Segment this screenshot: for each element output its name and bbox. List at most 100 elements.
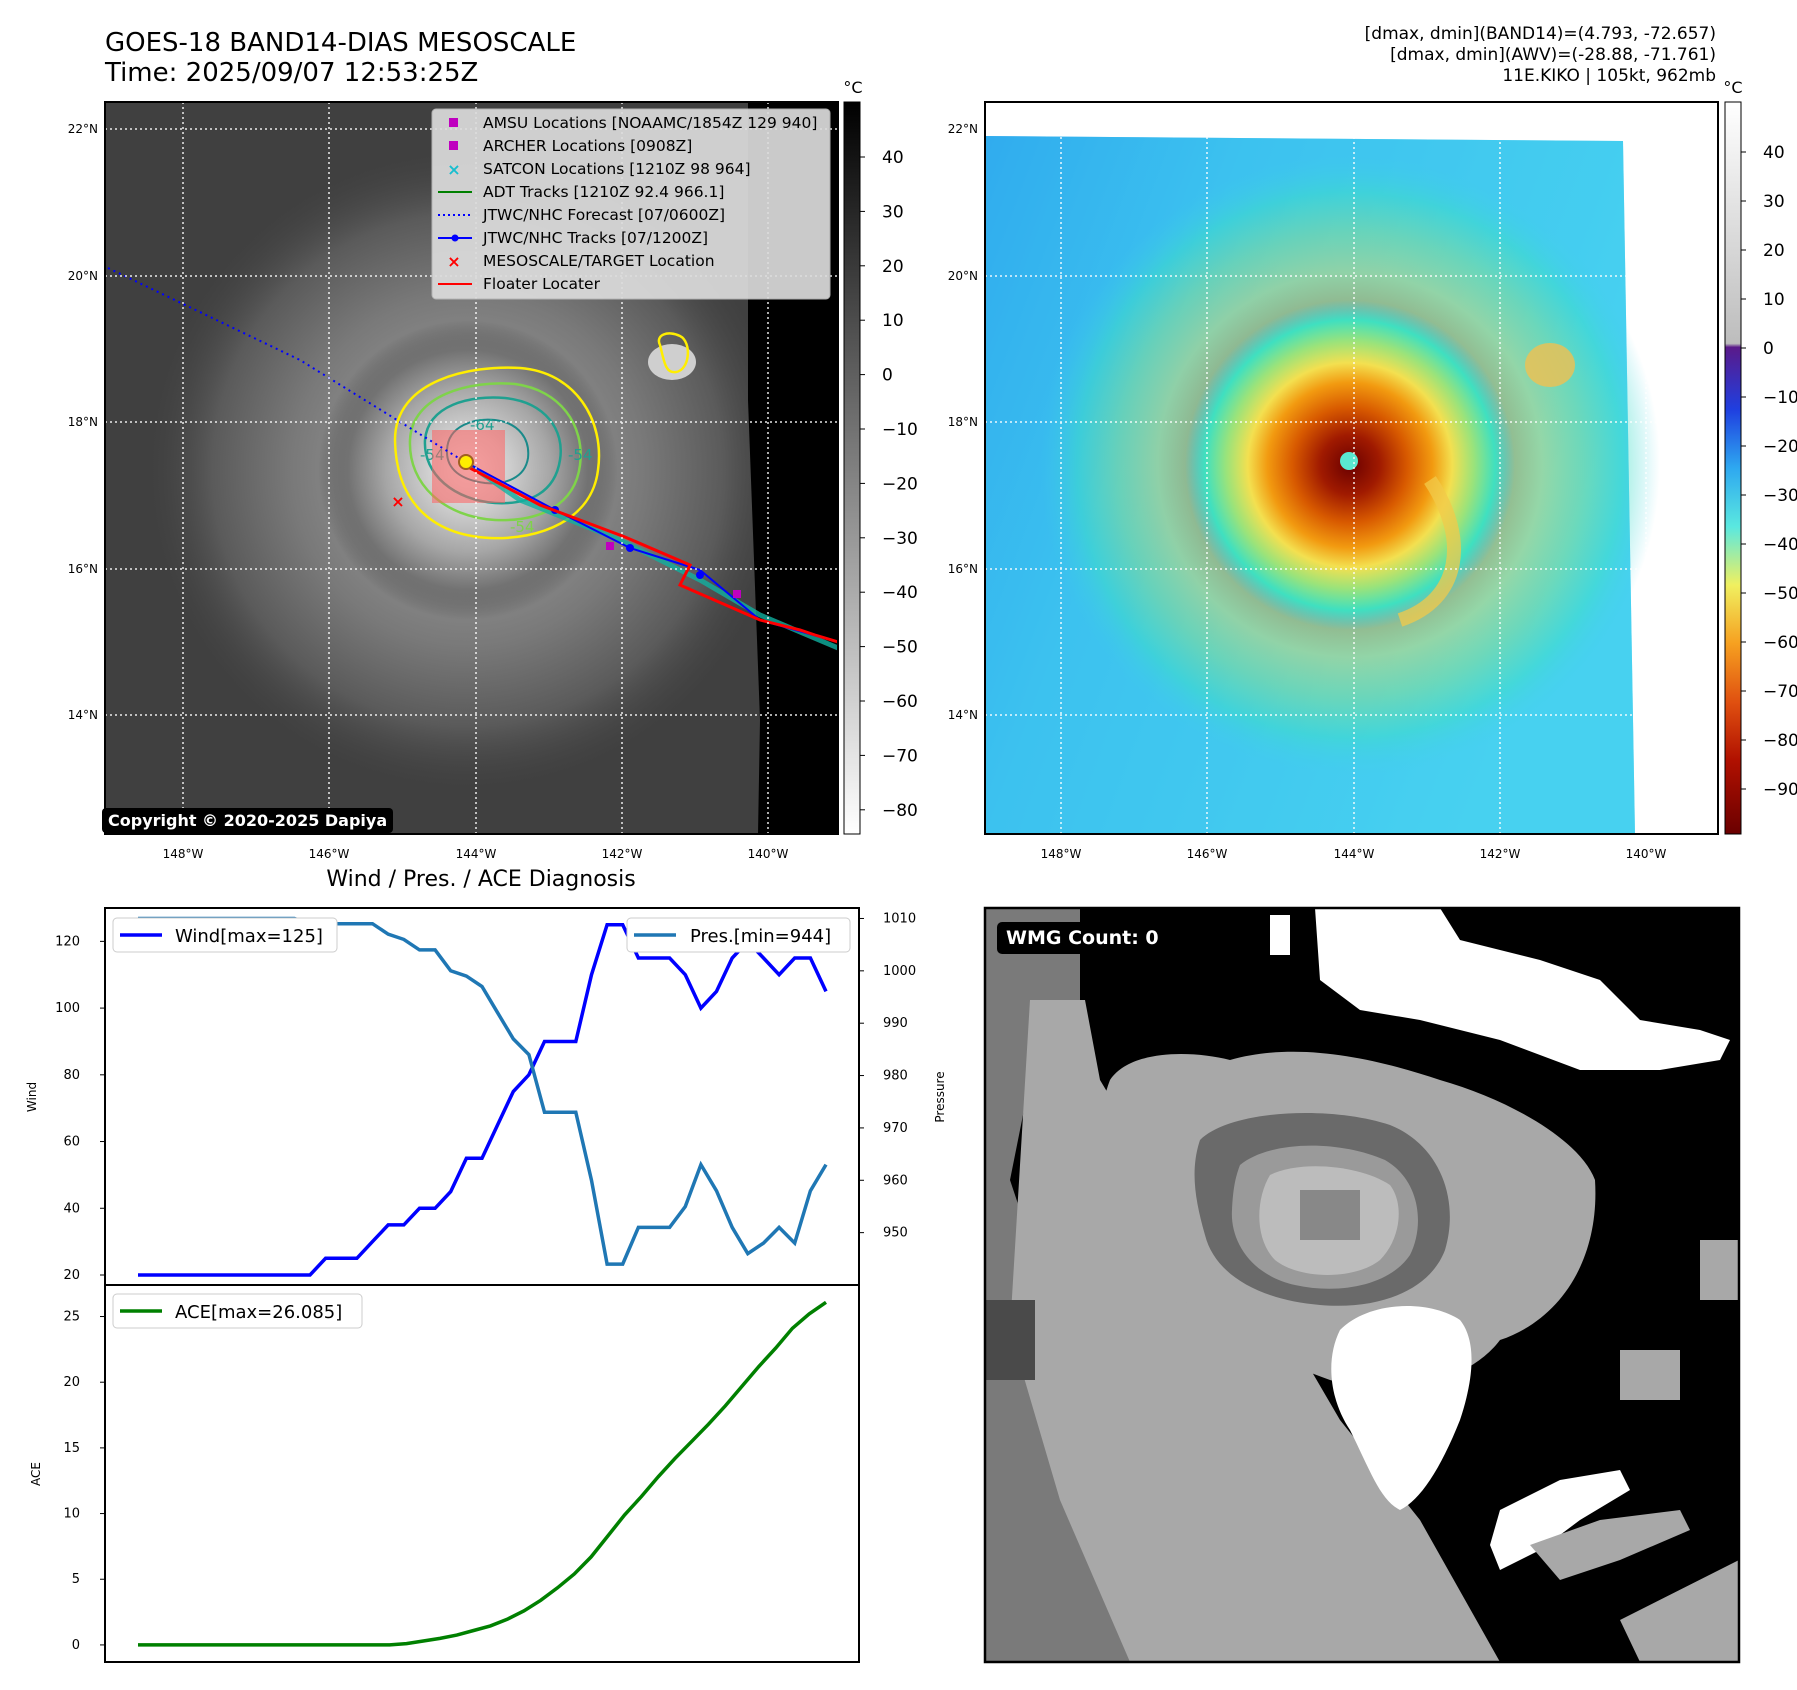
archer-marker: [733, 590, 741, 598]
lat-label: 22°N: [948, 122, 978, 136]
legend-entry: × MESOSCALE/TARGET Location: [447, 252, 714, 271]
ace-tick-label: 20: [63, 1375, 80, 1390]
lon-label: 140°W: [1626, 847, 1667, 861]
wv-eye: [1340, 452, 1358, 470]
pressure-legend-label: Pres.[min=944]: [690, 926, 831, 947]
jtwc-track-point: [626, 544, 634, 552]
wind-tick-label: 60: [63, 1135, 80, 1150]
legend-label: ARCHER Locations [0908Z]: [483, 137, 692, 155]
diagnosis-title: Wind / Pres. / ACE Diagnosis: [326, 867, 635, 892]
colorbar-tick-label: 0: [882, 366, 893, 386]
pressure-legend: Pres.[min=944]: [626, 917, 851, 953]
adt-track: [463, 459, 838, 651]
ace-tick-label: 0: [72, 1638, 80, 1653]
legend-square-marker: [449, 118, 458, 127]
pressure-tick-label: 990: [883, 1016, 908, 1031]
legend-entry: ADT Tracks [1210Z 92.4 966.1]: [438, 183, 724, 201]
info-awv: [dmax, dmin](AWV)=(-28.88, -71.761): [1390, 45, 1716, 65]
wind-tick-label: 80: [63, 1068, 80, 1083]
colorbar-tick-label: 10: [1763, 290, 1785, 310]
colorbar-tick-label: −10: [882, 420, 918, 440]
wind-tick-label: 40: [63, 1201, 80, 1216]
ir-colorbar-unit: °C: [843, 78, 862, 97]
colorbar-tick-label: −20: [1763, 437, 1797, 457]
legend-x-marker: ×: [447, 252, 460, 271]
colorbar-tick-label: −30: [882, 529, 918, 549]
colorbar-tick-label: 0: [1763, 339, 1774, 359]
colorbar-tick-label: −60: [1763, 633, 1797, 653]
legend-label: JTWC/NHC Forecast [07/0600Z]: [482, 206, 725, 224]
wind-series-line: [138, 922, 828, 1277]
ace-axis-label: ACE: [29, 1462, 43, 1486]
pressure-axis-label: Pressure: [933, 1071, 947, 1122]
legend-label: JTWC/NHC Tracks [07/1200Z]: [482, 229, 708, 247]
colorbar-tick-label: −70: [1763, 682, 1797, 702]
target-marker: ×: [391, 492, 404, 511]
lon-label: 144°W: [1334, 847, 1375, 861]
wind-axis-label: Wind: [25, 1082, 39, 1112]
colorbar-tick-label: 10: [882, 311, 904, 331]
colorbar-tick-label: −10: [1763, 388, 1797, 408]
lon-label: 148°W: [1041, 847, 1082, 861]
colorbar-tick-label: −50: [882, 638, 918, 658]
legend-label: Floater Locater: [483, 275, 601, 293]
pressure-tick-label: 980: [883, 1069, 908, 1084]
legend-label: SATCON Locations [1210Z 98 964]: [483, 160, 751, 178]
wv-panel: [984, 101, 1719, 835]
colorbar-tick-label: 20: [1763, 241, 1785, 261]
colorbar-tick-label: 30: [882, 202, 904, 222]
colorbar-tick-label: −40: [1763, 535, 1797, 555]
lat-label: 14°N: [948, 708, 978, 722]
lat-label: 20°N: [68, 269, 98, 283]
colorbar-tick-label: −80: [1763, 731, 1797, 751]
jtwc-forecast-line: [107, 267, 466, 463]
contour-label: -54: [568, 446, 593, 464]
colorbar-tick-label: −80: [882, 801, 918, 821]
ir-legend: AMSU Locations [NOAAMC/1854Z 129 940] ARC…: [431, 108, 831, 300]
legend-label: ADT Tracks [1210Z 92.4 966.1]: [483, 183, 724, 201]
jtwc-track-point: [696, 571, 704, 579]
colorbar-tick-label: 40: [1763, 143, 1785, 163]
wmg-panel: [983, 906, 1741, 1664]
lat-label: 18°N: [68, 415, 98, 429]
legend-x-marker: ×: [447, 160, 460, 179]
pressure-tick-label: 1010: [883, 911, 916, 926]
floater-track: [469, 466, 838, 644]
legend-entry: AMSU Locations [NOAAMC/1854Z 129 940]: [449, 114, 817, 132]
copyright-badge: Copyright © 2020-2025 Dapiya: [102, 808, 394, 833]
lon-label: 144°W: [456, 847, 497, 861]
pressure-tick-label: 950: [883, 1226, 908, 1241]
lon-label: 140°W: [748, 847, 789, 861]
wv-colorbar: °C 40 30 20 10 0 −10 −20 −30 −40 −50 −60 −70 −80 −90: [1723, 78, 1797, 835]
lon-label: 142°W: [1480, 847, 1521, 861]
colorbar-tick-label: −20: [882, 474, 918, 494]
lat-label: 16°N: [948, 562, 978, 576]
colorbar-tick-label: −70: [882, 746, 918, 766]
colorbar-tick-label: 30: [1763, 192, 1785, 212]
info-storm: 11E.KIKO | 105kt, 962mb: [1502, 66, 1716, 86]
ace-legend: ACE[max=26.085]: [112, 1293, 363, 1329]
wmg-count-badge: WMG Count: 0: [997, 922, 1168, 954]
legend-label: MESOSCALE/TARGET Location: [483, 252, 715, 270]
wind-tick-label: 100: [55, 1001, 80, 1016]
contour-label: -64: [470, 416, 495, 434]
lon-label: 142°W: [602, 847, 643, 861]
colorbar-tick-label: −50: [1763, 584, 1797, 604]
ace-series-line: [138, 1300, 827, 1647]
legend-entry: × SATCON Locations [1210Z 98 964]: [447, 160, 750, 179]
amsu-marker: [606, 542, 614, 550]
pressure-tick-label: 960: [883, 1173, 908, 1188]
ir-panel: -64 -54 -54 -54 ×: [104, 101, 839, 835]
lat-label: 22°N: [68, 122, 98, 136]
legend-entry: JTWC/NHC Tracks [07/1200Z]: [438, 229, 708, 247]
contour-label: -54: [510, 518, 535, 536]
colorbar-tick-label: −30: [1763, 486, 1797, 506]
wind-tick-label: 120: [55, 934, 80, 949]
legend-entry: JTWC/NHC Forecast [07/0600Z]: [438, 206, 725, 224]
figure-title: GOES-18 BAND14-DIAS MESOSCALE: [105, 28, 576, 58]
figure-time: Time: 2025/09/07 12:53:25Z: [104, 58, 478, 88]
ace-tick-label: 10: [63, 1507, 80, 1522]
storm-eye: [458, 454, 474, 470]
colorbar-tick-label: 20: [882, 257, 904, 277]
